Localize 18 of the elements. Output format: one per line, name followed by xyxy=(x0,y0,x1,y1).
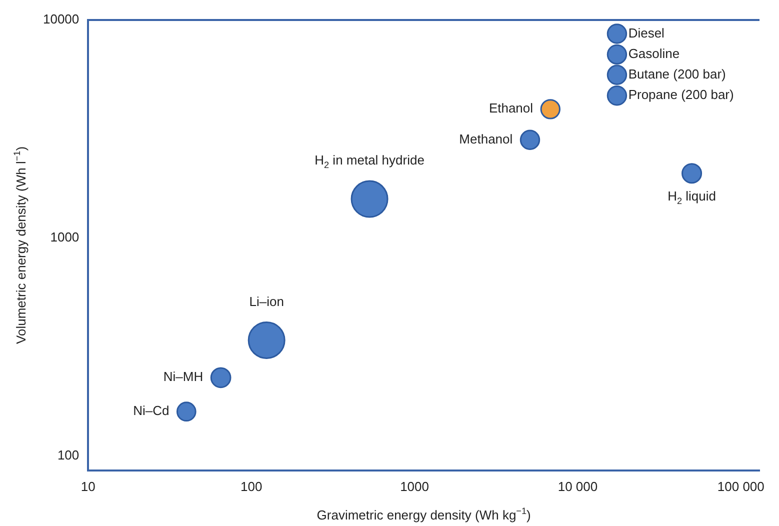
annotation: Propane (200 bar) xyxy=(628,87,734,102)
x-tick-label: 100 xyxy=(240,478,262,494)
y-tick-label: 10000 xyxy=(42,12,80,27)
x-tick-label: 1000 xyxy=(400,478,429,494)
y-tick-label: 100 xyxy=(57,448,80,463)
annotation: Butane (200 bar) xyxy=(628,66,726,82)
annotation: Li–ion xyxy=(249,294,284,309)
x-tick-label: 100 000 xyxy=(717,478,764,494)
x-tick-label: 10 000 xyxy=(558,478,598,494)
annotation: Ni–MH xyxy=(163,369,204,384)
x-tick-label: 10 xyxy=(80,478,96,494)
y-axis-title: Volumetric energy density (Wh l−1) xyxy=(12,146,29,344)
annotation: Ni–Cd xyxy=(133,403,170,418)
annotation: Diesel xyxy=(628,25,665,40)
annotation: Gasoline xyxy=(628,46,680,62)
y-tick-label: 1000 xyxy=(50,230,80,245)
annotation: Ethanol xyxy=(488,100,534,116)
annotation: Methanol xyxy=(459,131,513,146)
